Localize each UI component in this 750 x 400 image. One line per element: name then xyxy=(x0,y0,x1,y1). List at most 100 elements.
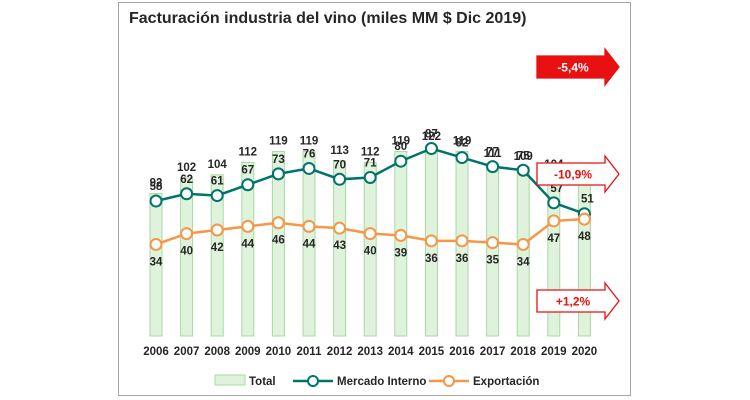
marker-1-2016 xyxy=(455,151,469,165)
label-total-2018: 109 xyxy=(514,151,533,163)
label-total-2015: 122 xyxy=(422,131,441,143)
label-2-2020: 48 xyxy=(578,231,591,243)
year-label-2013: 2013 xyxy=(357,346,383,358)
year-label-2012: 2012 xyxy=(327,346,353,358)
label-2-2012: 43 xyxy=(333,240,346,252)
label-total-2006: 92 xyxy=(150,177,163,189)
label-1-2019: 57 xyxy=(550,183,563,195)
label-1-2009: 67 xyxy=(241,165,254,177)
callouts-layer: -5,4% -10,9% +1,2% xyxy=(536,47,620,321)
marker-1-2013 xyxy=(363,170,377,184)
marker-1-2012 xyxy=(333,172,347,186)
label-2-2015: 36 xyxy=(425,253,438,265)
year-label-2006: 2006 xyxy=(143,346,169,358)
label-2-2018: 34 xyxy=(517,256,530,268)
label-1-2014: 80 xyxy=(394,141,407,153)
marker-1-2008 xyxy=(210,189,224,203)
legend: Total Mercado Interno Exportación xyxy=(214,374,539,388)
label-total-2014: 119 xyxy=(392,136,411,148)
value-labels-layer: 9210210411211911911311211912211911110910… xyxy=(150,129,595,269)
year-label-2014: 2014 xyxy=(388,346,414,358)
label-2-2017: 35 xyxy=(486,255,499,267)
label-1-2013: 71 xyxy=(364,157,377,169)
marker-2-2020 xyxy=(577,212,591,226)
marker-1-2014 xyxy=(394,154,408,168)
label-1-2018: 75 xyxy=(517,150,530,162)
label-2-2014: 39 xyxy=(394,247,407,259)
label-1-2015: 87 xyxy=(425,129,438,141)
legend-label-mercado: Mercado Interno xyxy=(337,376,426,388)
label-2-2007: 40 xyxy=(180,246,193,258)
marker-2-2019 xyxy=(547,214,561,228)
marker-2-2007 xyxy=(180,227,194,241)
marker-2-2006 xyxy=(149,237,163,251)
marker-1-2007 xyxy=(180,187,194,201)
bar-total-2012 xyxy=(333,160,347,337)
label-2-2019: 47 xyxy=(547,233,560,245)
label-total-2008: 104 xyxy=(208,159,228,171)
year-label-2018: 2018 xyxy=(510,346,536,358)
year-label-2007: 2007 xyxy=(174,346,200,358)
marker-2-2008 xyxy=(210,223,224,237)
legend-swatch-total xyxy=(214,374,246,386)
marker-2-2009 xyxy=(241,219,255,233)
label-1-2008: 61 xyxy=(211,176,224,188)
marker-1-2009 xyxy=(241,178,255,192)
marker-1-2010 xyxy=(271,167,285,181)
label-2-2011: 44 xyxy=(303,238,316,250)
chart-canvas: Facturación industria del vino (miles MM… xyxy=(129,10,620,388)
bar-total-2011 xyxy=(302,151,316,337)
label-total-2017: 111 xyxy=(484,148,503,160)
marker-1-2019 xyxy=(547,196,561,210)
bar-total-2018 xyxy=(516,166,530,337)
callout-arrow-1 xyxy=(536,154,620,194)
marker-1-2015 xyxy=(424,142,438,156)
bar-total-2013 xyxy=(363,161,377,337)
callout-arrow-0 xyxy=(536,47,620,87)
legend-marker-exportacion xyxy=(443,375,455,387)
label-1-2016: 82 xyxy=(456,138,469,150)
label-2-2008: 42 xyxy=(211,242,224,254)
label-total-2016: 119 xyxy=(453,136,472,148)
label-total-2010: 119 xyxy=(269,136,288,148)
label-1-2006: 58 xyxy=(150,181,163,193)
callout-label-2: +1,2% xyxy=(556,295,591,309)
bar-total-2009 xyxy=(241,161,255,337)
marker-1-2017 xyxy=(486,160,500,174)
label-total-2011: 119 xyxy=(300,136,319,148)
year-label-2016: 2016 xyxy=(449,346,475,358)
year-label-2020: 2020 xyxy=(572,346,598,358)
marker-2-2013 xyxy=(363,227,377,241)
marker-2-2010 xyxy=(271,216,285,230)
marker-2-2016 xyxy=(455,234,469,248)
bar-total-2006 xyxy=(149,192,163,337)
label-2-2010: 46 xyxy=(272,235,285,247)
label-2-2009: 44 xyxy=(241,238,254,250)
legend-marker-mercado xyxy=(307,375,319,387)
bar-total-2017 xyxy=(486,163,500,337)
marker-2-2014 xyxy=(394,228,408,242)
year-label-2009: 2009 xyxy=(235,346,261,358)
year-label-2015: 2015 xyxy=(419,346,445,358)
label-2-2006: 34 xyxy=(150,256,163,268)
label-total-2012: 113 xyxy=(330,145,349,157)
callout-label-0: -5,4% xyxy=(557,61,589,75)
bar-total-2008 xyxy=(210,174,224,337)
marker-1-2006 xyxy=(149,194,163,208)
lines-layer xyxy=(149,142,591,251)
legend-label-exportacion: Exportación xyxy=(473,376,539,388)
marker-2-2018 xyxy=(516,237,530,251)
label-1-2020: 51 xyxy=(581,194,594,206)
marker-2-2017 xyxy=(486,236,500,250)
label-2-2013: 40 xyxy=(364,246,377,258)
marker-2-2015 xyxy=(424,234,438,248)
label-1-2010: 73 xyxy=(272,154,285,166)
chart-title: Facturación industria del vino (miles MM… xyxy=(129,10,526,27)
year-axis: 2006 2007 2008 2009 2010 2011 2012 2013 2014 2015… xyxy=(143,346,597,358)
label-total-2013: 112 xyxy=(361,146,380,158)
year-label-2008: 2008 xyxy=(204,346,230,358)
legend-label-total: Total xyxy=(249,376,276,388)
year-label-2011: 2011 xyxy=(297,346,323,358)
label-1-2011: 76 xyxy=(303,148,316,160)
bar-total-2010 xyxy=(271,151,285,337)
